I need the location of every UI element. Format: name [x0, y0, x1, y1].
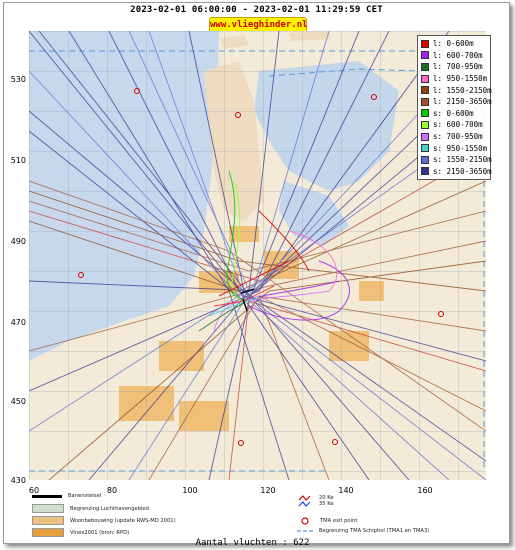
- dashed-line-icon: [297, 530, 313, 532]
- bottom-legend-label: Woonbebouwing (update RWS-MD 2001): [70, 517, 176, 524]
- vinex-swatch: [32, 528, 64, 537]
- time-range-title: 2023-02-01 06:00:00 - 2023-02-01 11:29:5…: [130, 5, 383, 15]
- bottom-legend-item: Vinex2001 (bron: RPD): [32, 528, 129, 537]
- map-legend-bottom: Banenstelsel Begrenzing Luchthavengebied…: [32, 490, 487, 538]
- legend-label: l: 600-700m: [433, 50, 483, 60]
- tma-boundary-north: [268, 68, 420, 77]
- altitude-legend: l: 0-600m l: 600-700m l: 700-950m l: 950…: [417, 35, 492, 181]
- map-svg: [28, 30, 487, 481]
- bottom-legend-item: Begrenzing Luchthavengebied: [32, 504, 149, 513]
- legend-label: l: 2150-3650m: [433, 97, 492, 107]
- legend-item: s: 1550-2150m: [421, 154, 492, 166]
- flight-tracks: [28, 30, 487, 481]
- legend-item: l: 0-600m: [421, 38, 487, 50]
- bottom-legend-label: TMA exit point: [320, 518, 358, 524]
- approach-tracks: [198, 170, 350, 332]
- legend-item: l: 950-1550m: [421, 73, 487, 85]
- flight-count: Aantal vluchten : 622: [195, 538, 310, 548]
- legend-swatch: [421, 62, 429, 71]
- bottom-legend-item: 20 Ke 35 Ke: [297, 494, 334, 508]
- legend-swatch: [421, 51, 429, 60]
- legend-label: s: 1550-2150m: [433, 155, 492, 165]
- legend-swatch: [421, 74, 429, 83]
- map-grid: [29, 31, 486, 480]
- bottom-legend-item: Begrenzing TMA Schiphol (TMA1 en TMA3): [297, 528, 429, 534]
- housing-swatch: [32, 516, 64, 525]
- y-tick-510: 510: [10, 156, 26, 165]
- legend-swatch: [421, 109, 429, 118]
- tma-exit-points: [78, 88, 444, 446]
- x-tick-120: 120: [260, 486, 276, 495]
- airport-area-swatch: [32, 504, 64, 513]
- x-tick-80: 80: [106, 486, 118, 495]
- x-tick-100: 100: [182, 486, 198, 495]
- bottom-legend-item: TMA exit point: [300, 516, 357, 526]
- x-tick-140: 140: [338, 486, 354, 495]
- legend-item: s: 700-950m: [421, 131, 487, 143]
- legend-item: s: 600-700m: [421, 119, 487, 131]
- bottom-legend-label: Vinex2001 (bron: RPD): [70, 529, 130, 536]
- y-tick-490: 490: [10, 237, 26, 246]
- flight-track-map[interactable]: l: 0-600m l: 600-700m l: 700-950m l: 950…: [28, 30, 492, 481]
- legend-label: l: 0-600m: [433, 39, 474, 49]
- y-tick-470: 470: [10, 318, 26, 327]
- legend-item: s: 0-600m: [421, 108, 487, 120]
- legend-item: s: 950-1550m: [421, 142, 487, 154]
- bottom-legend-label: Banenstelsel: [68, 493, 102, 499]
- x-tick-160: 160: [417, 486, 433, 495]
- bottom-legend-label: Begrenzing Luchthavengebied: [70, 505, 149, 512]
- bottom-legend-item: Woonbebouwing (update RWS-MD 2001): [32, 516, 176, 525]
- exit-point-icon: [301, 517, 309, 525]
- y-tick-530: 530: [10, 75, 26, 84]
- legend-swatch: [421, 39, 429, 48]
- legend-label: s: 2150-3650m: [433, 166, 492, 176]
- legend-label: s: 700-950m: [433, 132, 483, 142]
- legend-label: l: 950-1550m: [433, 74, 488, 84]
- figure-frame: 2023-02-01 06:00:00 - 2023-02-01 11:29:5…: [3, 2, 510, 544]
- legend-label: l: 700-950m: [433, 62, 483, 72]
- bottom-legend-label: Begrenzing TMA Schiphol (TMA1 en TMA3): [319, 528, 430, 534]
- runway-swatch: [32, 494, 62, 498]
- bottom-legend-item: Banenstelsel: [32, 493, 101, 499]
- legend-swatch: [421, 144, 429, 153]
- legend-swatch: [421, 155, 429, 164]
- legend-item: l: 700-950m: [421, 61, 487, 73]
- legend-label: s: 600-700m: [433, 120, 483, 130]
- legend-swatch: [421, 86, 429, 95]
- legend-swatch: [421, 132, 429, 141]
- legend-label: s: 950-1550m: [433, 143, 488, 153]
- legend-swatch: [421, 97, 429, 106]
- legend-item: s: 2150-3650m: [421, 166, 492, 178]
- y-tick-450: 450: [10, 397, 26, 406]
- legend-label: s: 0-600m: [433, 108, 474, 118]
- legend-item: l: 1550-2150m: [421, 84, 492, 96]
- y-tick-430: 430: [10, 476, 26, 485]
- x-tick-60: 60: [28, 486, 40, 495]
- contour-icon: [298, 495, 311, 507]
- legend-item: l: 600-700m: [421, 50, 487, 62]
- legend-label: l: 1550-2150m: [433, 85, 492, 95]
- legend-item: l: 2150-3650m: [421, 96, 492, 108]
- bottom-legend-label: 35 Ke: [319, 501, 334, 507]
- runway-system: [240, 288, 255, 312]
- bottom-legend-label: 20 Ke: [319, 495, 334, 501]
- legend-swatch: [421, 167, 429, 176]
- legend-swatch: [421, 120, 429, 129]
